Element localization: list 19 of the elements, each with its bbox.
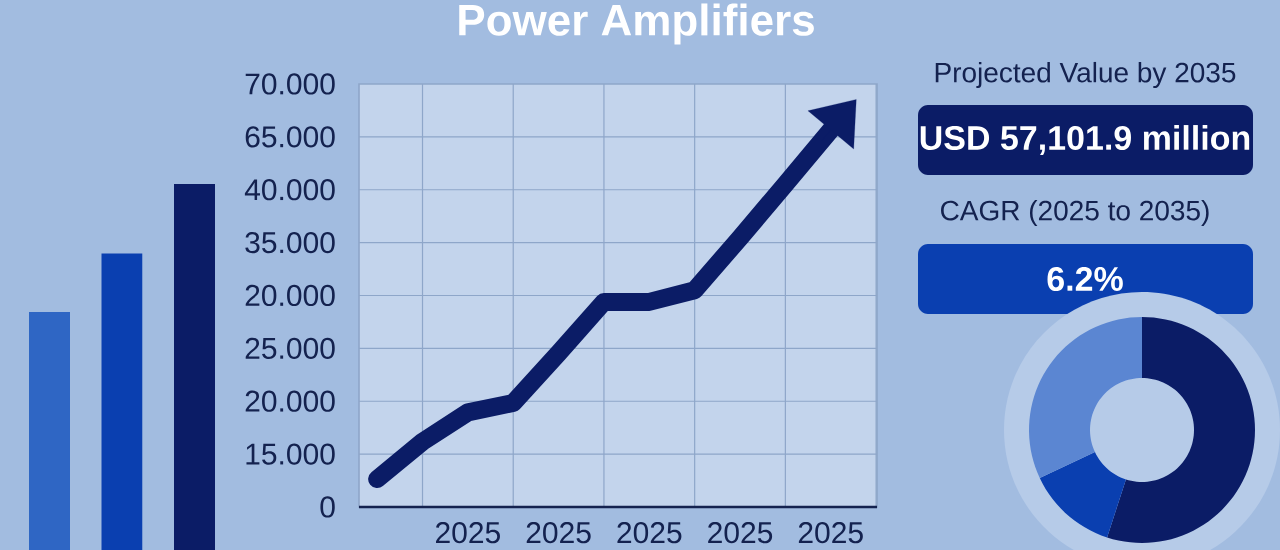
x-tick-label: 2025 (526, 522, 591, 544)
x-tick-label: 2025 (708, 522, 773, 544)
text: Projected Value by 2035 (935, 61, 1236, 89)
x-tick-label: 2025 (436, 522, 500, 544)
text: 40.000 (244, 179, 335, 201)
text: 65.000 (245, 126, 335, 148)
text: 15.000 (246, 443, 335, 465)
chart-title: Power Amplifiers (459, 3, 814, 45)
x-tick-label: 2025 (617, 522, 682, 544)
x-tick-label: 2025 (798, 522, 863, 544)
text: 20.000 (245, 284, 335, 307)
text: 35.000 (245, 231, 335, 254)
text: 25.000 (245, 337, 335, 359)
text: 70.000 (245, 73, 335, 95)
text: 6.2% (1047, 266, 1123, 292)
text: USD 57,101.9 million (920, 125, 1250, 155)
text: 0 (320, 496, 335, 518)
text: 20.000 (245, 390, 335, 412)
text: CAGR (2025 to 2035) (941, 199, 1209, 227)
